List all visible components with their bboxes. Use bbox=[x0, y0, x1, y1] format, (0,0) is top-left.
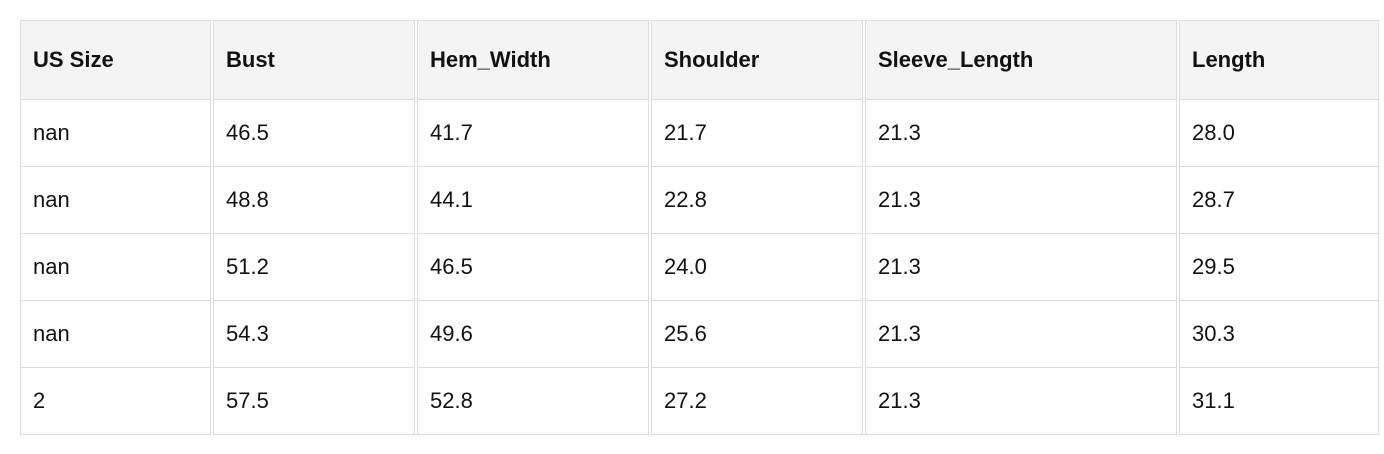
column-header: Bust bbox=[213, 20, 415, 100]
table-cell: 21.3 bbox=[865, 100, 1177, 167]
header-row: US Size Bust Hem_Width Shoulder Sleeve_Lengt… bbox=[20, 20, 1379, 100]
table-row: nan 48.8 44.1 22.8 21.3 28.7 bbox=[20, 167, 1379, 234]
table-row: 2 57.5 52.8 27.2 21.3 31.1 bbox=[20, 368, 1379, 435]
table-cell: 22.8 bbox=[651, 167, 863, 234]
table-cell: 30.3 bbox=[1179, 301, 1379, 368]
table-cell: nan bbox=[20, 100, 211, 167]
table-cell: 52.8 bbox=[417, 368, 649, 435]
column-header: US Size bbox=[20, 20, 211, 100]
table-cell: nan bbox=[20, 301, 211, 368]
table-cell: 41.7 bbox=[417, 100, 649, 167]
table-cell: 46.5 bbox=[213, 100, 415, 167]
table-cell: 27.2 bbox=[651, 368, 863, 435]
table-cell: 21.3 bbox=[865, 301, 1177, 368]
table-cell: 49.6 bbox=[417, 301, 649, 368]
table-cell: 28.7 bbox=[1179, 167, 1379, 234]
table-cell: 21.3 bbox=[865, 234, 1177, 301]
table-cell: nan bbox=[20, 167, 211, 234]
table-cell: 28.0 bbox=[1179, 100, 1379, 167]
table-cell: nan bbox=[20, 234, 211, 301]
column-header: Hem_Width bbox=[417, 20, 649, 100]
table-cell: 25.6 bbox=[651, 301, 863, 368]
table-cell: 46.5 bbox=[417, 234, 649, 301]
table-cell: 48.8 bbox=[213, 167, 415, 234]
table-cell: 51.2 bbox=[213, 234, 415, 301]
table-cell: 24.0 bbox=[651, 234, 863, 301]
table-cell: 44.1 bbox=[417, 167, 649, 234]
column-header: Length bbox=[1179, 20, 1379, 100]
table-cell: 2 bbox=[20, 368, 211, 435]
table-row: nan 54.3 49.6 25.6 21.3 30.3 bbox=[20, 301, 1379, 368]
table-cell: 21.7 bbox=[651, 100, 863, 167]
table-row: nan 46.5 41.7 21.7 21.3 28.0 bbox=[20, 100, 1379, 167]
table-cell: 29.5 bbox=[1179, 234, 1379, 301]
table-row: nan 51.2 46.5 24.0 21.3 29.5 bbox=[20, 234, 1379, 301]
table-cell: 57.5 bbox=[213, 368, 415, 435]
column-header: Shoulder bbox=[651, 20, 863, 100]
table-cell: 21.3 bbox=[865, 167, 1177, 234]
size-chart-table: US Size Bust Hem_Width Shoulder Sleeve_Lengt… bbox=[18, 20, 1381, 435]
table-cell: 54.3 bbox=[213, 301, 415, 368]
table-cell: 21.3 bbox=[865, 368, 1177, 435]
table-cell: 31.1 bbox=[1179, 368, 1379, 435]
column-header: Sleeve_Length bbox=[865, 20, 1177, 100]
